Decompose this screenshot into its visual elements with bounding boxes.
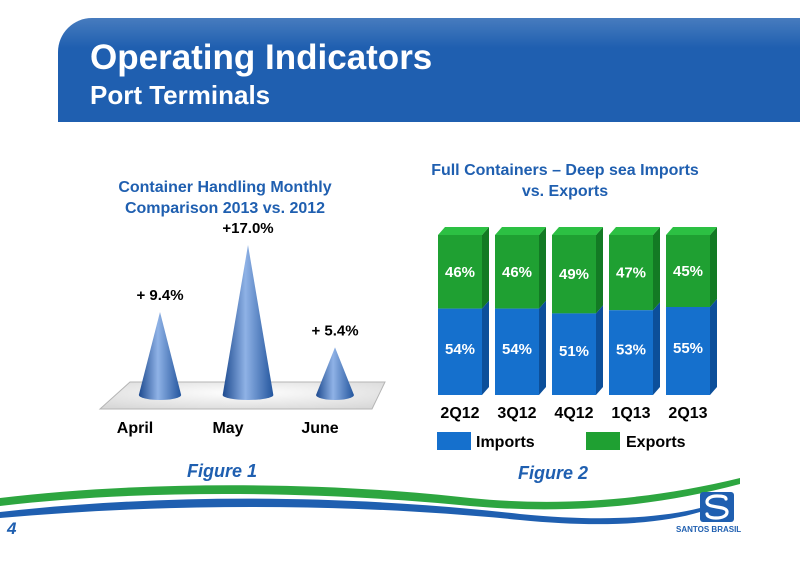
chart2-exports-label: 47% [616, 265, 646, 282]
chart1-cone-june [316, 347, 354, 400]
chart2-exports-label: 49% [559, 266, 589, 283]
page-subtitle: Port Terminals [90, 80, 271, 110]
chart2-bar-imports [666, 307, 710, 395]
chart2-bar-imports [495, 308, 539, 395]
chart2-category-label: 1Q13 [611, 405, 650, 422]
chart2-bar-exports [666, 235, 710, 307]
page-number: 4 [7, 519, 17, 538]
chart2-bar-imports-side [710, 299, 717, 395]
header-banner [58, 18, 800, 122]
chart2-bar-imports-side [539, 300, 546, 395]
chart1-category-label: June [301, 420, 338, 437]
chart2-bar-imports [552, 313, 596, 395]
chart2-category-label: 3Q12 [497, 405, 536, 422]
chart2-bar-imports [438, 308, 482, 395]
chart2-bar-top [552, 227, 603, 235]
chart2-legend-swatch [586, 432, 620, 450]
chart2-imports-label: 54% [502, 341, 532, 358]
page-title: Operating Indicators [90, 38, 433, 77]
chart2-bar-exports-side [653, 227, 660, 311]
chart2-imports-label: 54% [445, 341, 475, 358]
figure1-caption: Figure 1 [187, 461, 258, 481]
chart1-cone-may [222, 245, 274, 400]
chart2-exports-label: 46% [502, 264, 532, 281]
chart2-bar-top [438, 227, 489, 235]
santos-brasil-logo-icon [700, 492, 734, 522]
chart2-bar-exports [495, 235, 539, 309]
chart2-exports-label: 46% [445, 264, 475, 281]
chart2-title: Full Containers – Deep sea Imports vs. E… [431, 162, 699, 200]
chart2-legend-swatch [437, 432, 471, 450]
chart2-legend-label: Exports [626, 434, 686, 451]
chart2-bar-imports-side [482, 300, 489, 395]
chart2-bar-exports-side [482, 227, 489, 309]
chart2-bar-imports-side [596, 305, 603, 395]
chart1-value-label: + 5.4% [311, 322, 358, 339]
chart2-bar-exports-side [539, 227, 546, 309]
chart2-bar-top [609, 227, 660, 235]
chart2-imports-label: 53% [616, 342, 646, 359]
chart2-bar-top [666, 227, 717, 235]
chart2-bar-imports-side [653, 302, 660, 395]
chart2-bar-exports [438, 235, 482, 309]
chart2-bar-top [495, 227, 546, 235]
chart1-category-label: April [117, 420, 153, 437]
figure2-caption: Figure 2 [518, 463, 589, 483]
chart2-bar-exports-side [596, 227, 603, 314]
chart2-imports-label: 55% [673, 340, 703, 357]
chart2-bar-exports-side [710, 227, 717, 307]
chart1-value-label: + 9.4% [136, 287, 183, 304]
header-shine [58, 18, 800, 48]
chart1-title: Container Handling Monthly Comparison 20… [118, 179, 332, 217]
chart2-legend-label: Imports [476, 434, 535, 451]
chart2-category-label: 2Q13 [668, 405, 707, 422]
logo-text: SANTOS BRASIL [676, 525, 742, 534]
chart2-category-label: 4Q12 [554, 405, 593, 422]
chart1-value-label: +17.0% [222, 220, 273, 237]
chart1-category-label: May [212, 420, 243, 437]
chart2-imports-label: 51% [559, 343, 589, 360]
chart2-bar-exports [552, 235, 596, 314]
chart2-category-label: 2Q12 [440, 405, 479, 422]
chart2-bar-exports [609, 235, 653, 311]
chart1-cone-april [138, 312, 182, 400]
chart2-bar-imports [609, 310, 653, 395]
chart2-exports-label: 45% [673, 263, 703, 280]
